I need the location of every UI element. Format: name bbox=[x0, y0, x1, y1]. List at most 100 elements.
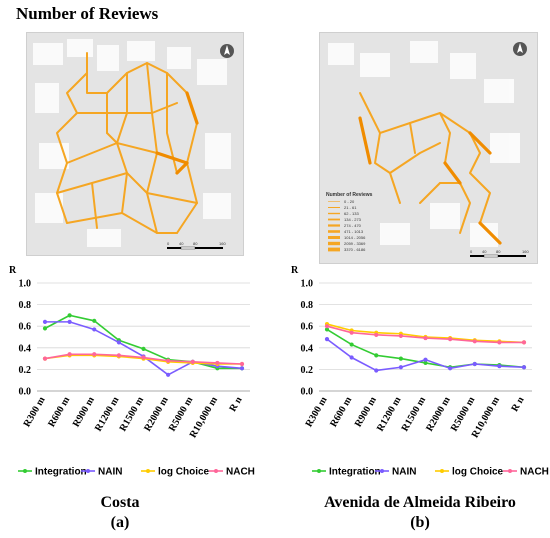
data-point bbox=[423, 335, 428, 341]
data-point bbox=[116, 353, 121, 358]
sublabel-a: (a) bbox=[110, 514, 130, 531]
map-avenida: Number of Reviews 0 - 20 21 - 61 62 - 133 1… bbox=[319, 32, 538, 264]
x-tick-label: R n bbox=[509, 395, 526, 414]
legend-item-label: 0 - 20 bbox=[344, 199, 355, 204]
x-tick-label: R300 m bbox=[304, 394, 330, 429]
data-point bbox=[398, 365, 403, 370]
y-tick-label: 0.6 bbox=[19, 322, 32, 333]
legend-entry: NAIN bbox=[98, 467, 122, 478]
legend-marker bbox=[86, 469, 90, 473]
x-tick-label: R600 m bbox=[328, 394, 354, 429]
data-point bbox=[92, 327, 97, 332]
legend-marker bbox=[380, 469, 384, 473]
data-point bbox=[349, 355, 354, 360]
legend-marker bbox=[440, 469, 444, 473]
legend-item-label: 62 - 133 bbox=[344, 211, 359, 216]
legend-title: Number of Reviews bbox=[326, 192, 373, 198]
data-point bbox=[42, 326, 48, 331]
legend-entry: Integration bbox=[329, 467, 381, 478]
data-point bbox=[398, 356, 403, 361]
scale-label-2: 80 bbox=[496, 249, 501, 254]
y-axis-label: R bbox=[9, 265, 17, 276]
scale-label-2: 80 bbox=[193, 241, 198, 246]
data-point bbox=[423, 357, 428, 362]
scale-label-1: 40 bbox=[482, 249, 487, 254]
scale-label-0: 0 bbox=[470, 249, 473, 254]
y-tick-label: 0.8 bbox=[301, 300, 314, 311]
legend-item-label: 134 - 273 bbox=[344, 217, 362, 222]
y-tick-label: 0.0 bbox=[301, 387, 314, 398]
legend-item-label: 21 - 61 bbox=[344, 205, 357, 210]
legend-entry: log Choice bbox=[452, 467, 504, 478]
data-point bbox=[374, 332, 379, 337]
data-point bbox=[521, 365, 527, 370]
legend-item-label: 1014 - 2056 bbox=[344, 235, 366, 240]
scale-label-0: 0 bbox=[167, 241, 170, 246]
series-line bbox=[326, 338, 525, 372]
scale-bar: 0 40 80 160 bbox=[167, 241, 226, 250]
caption-costa: Costa bbox=[100, 494, 140, 511]
legend-item-label: 2059 - 3369 bbox=[344, 241, 366, 246]
figure-title: Number of Reviews bbox=[16, 4, 159, 23]
y-tick-label: 0.6 bbox=[301, 322, 314, 333]
data-point bbox=[324, 324, 330, 329]
legend-entry: NAIN bbox=[392, 467, 416, 478]
data-point bbox=[374, 368, 379, 373]
x-tick-label: R900 m bbox=[353, 394, 379, 429]
data-point bbox=[92, 352, 97, 357]
legend-marker bbox=[317, 469, 321, 473]
caption-avenida: Avenida de Almeida Ribeiro bbox=[324, 494, 516, 511]
data-point bbox=[374, 353, 379, 358]
y-tick-label: 0.4 bbox=[19, 343, 32, 354]
legend-marker bbox=[23, 469, 27, 473]
data-point bbox=[497, 340, 502, 345]
scale-label-1: 40 bbox=[179, 241, 184, 246]
data-point bbox=[116, 340, 121, 345]
data-point bbox=[67, 313, 72, 318]
sublabel-b: (b) bbox=[410, 514, 430, 531]
data-point bbox=[166, 358, 171, 363]
legend-marker bbox=[214, 469, 218, 473]
data-point bbox=[472, 361, 477, 367]
data-point bbox=[324, 337, 330, 342]
legend-marker bbox=[508, 469, 512, 473]
data-point bbox=[166, 372, 171, 377]
data-point bbox=[190, 359, 195, 364]
data-point bbox=[42, 319, 48, 324]
data-point bbox=[398, 333, 403, 339]
scale-label-3: 160 bbox=[219, 241, 226, 246]
data-point bbox=[92, 318, 97, 323]
data-point bbox=[497, 364, 502, 369]
x-tick-label: R n bbox=[227, 395, 244, 414]
y-tick-label: 0.4 bbox=[301, 343, 314, 354]
data-point bbox=[141, 355, 146, 360]
y-tick-label: 1.0 bbox=[19, 279, 32, 290]
legend-marker bbox=[146, 469, 150, 473]
legend-item-label: 471 - 1013 bbox=[344, 229, 364, 234]
data-point bbox=[42, 356, 48, 361]
x-tick-label: R900 m bbox=[71, 394, 97, 429]
legend-entry: log Choice bbox=[158, 467, 210, 478]
y-tick-label: 0.0 bbox=[19, 387, 32, 398]
x-tick-label: R300 m bbox=[22, 394, 48, 429]
y-tick-label: 1.0 bbox=[301, 279, 314, 290]
data-point bbox=[448, 366, 453, 371]
data-point bbox=[448, 337, 453, 342]
data-point bbox=[324, 327, 330, 332]
data-point bbox=[67, 352, 72, 357]
data-point bbox=[141, 346, 146, 351]
y-tick-label: 0.2 bbox=[19, 365, 32, 376]
legend-entry: NACH bbox=[520, 467, 549, 478]
data-point bbox=[423, 360, 428, 366]
scale-bar: 0 40 80 160 bbox=[470, 249, 529, 258]
y-axis-label: R bbox=[291, 265, 299, 276]
y-tick-label: 0.8 bbox=[19, 300, 32, 311]
x-tick-label: R600 m bbox=[46, 394, 72, 429]
y-tick-label: 0.2 bbox=[301, 365, 314, 376]
data-point bbox=[349, 342, 354, 347]
data-point bbox=[349, 330, 354, 335]
data-point bbox=[472, 339, 477, 344]
